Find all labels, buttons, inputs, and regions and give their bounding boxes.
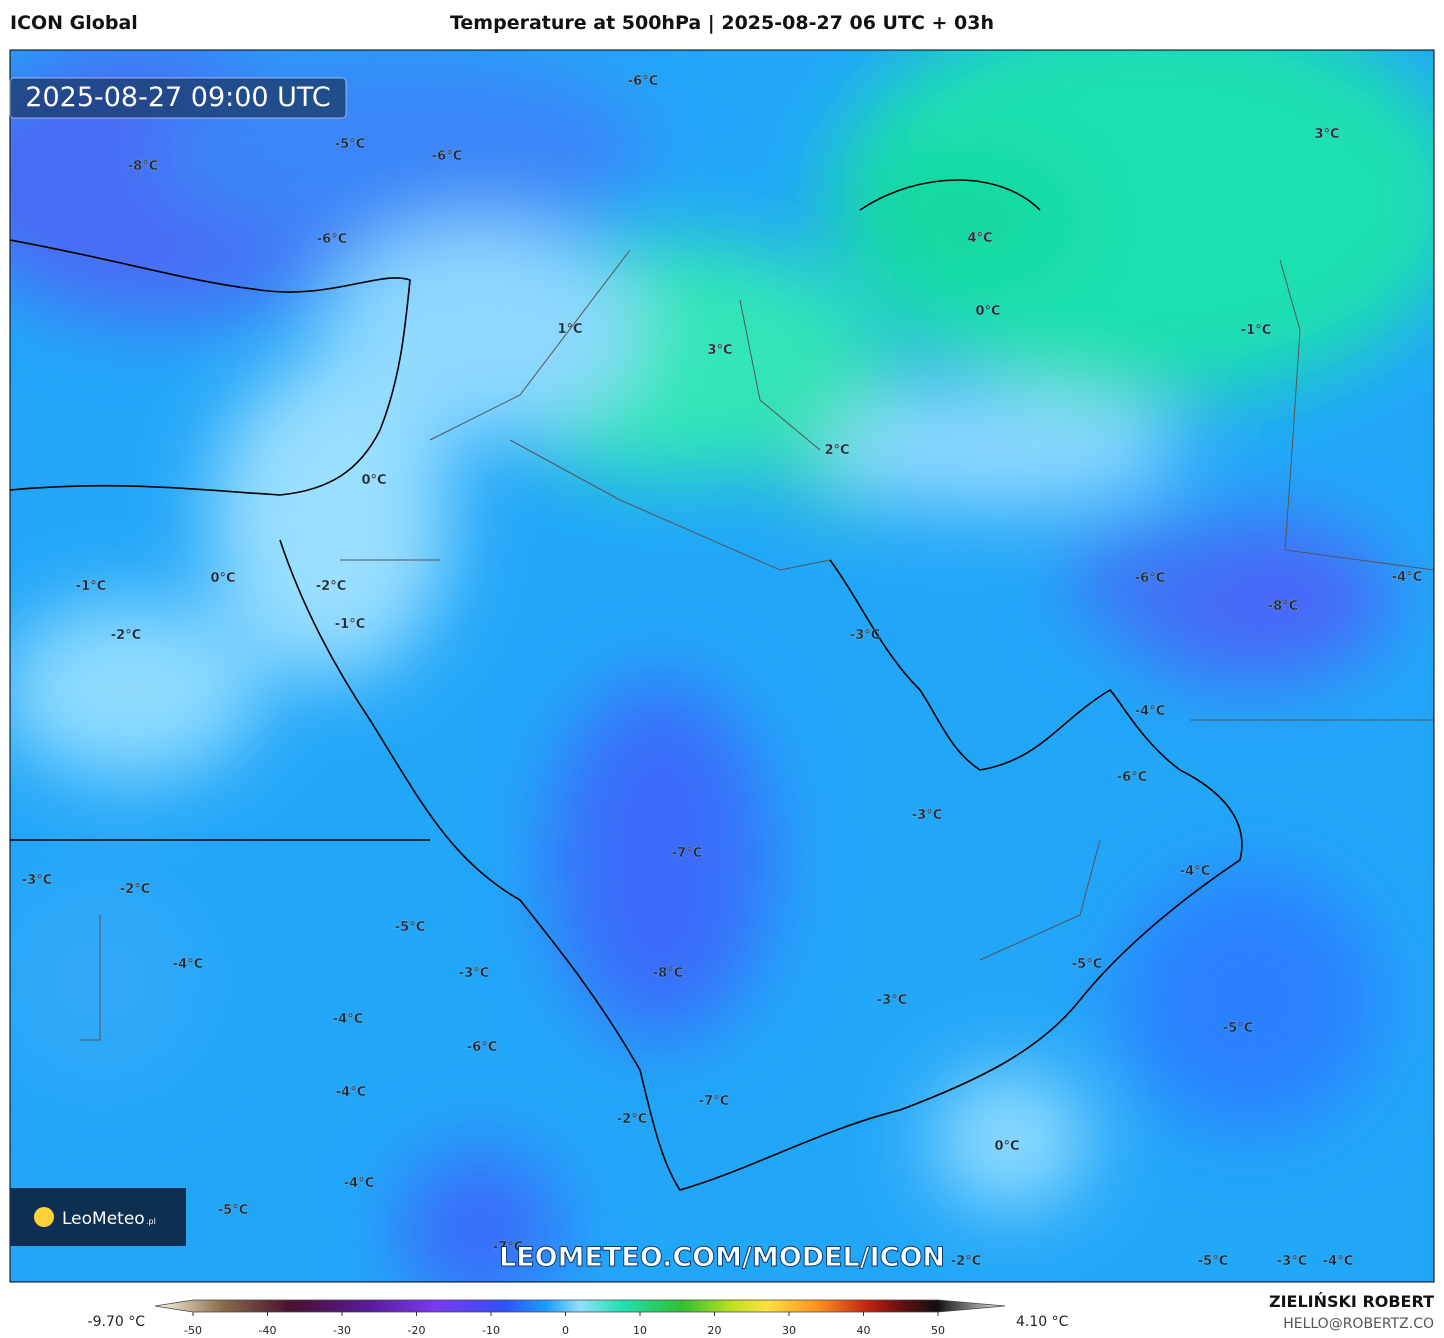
logo-suffix: .pl [146,1217,156,1226]
temperature-label: -6°C [1117,770,1147,785]
temperature-label: -4°C [336,1085,366,1100]
temperature-label: -1°C [335,617,365,632]
colorbar-tick-label: 50 [931,1324,945,1337]
temperature-label: -4°C [173,957,203,972]
temperature-label: 3°C [707,343,732,358]
temperature-label: -4°C [1392,570,1422,585]
temperature-label: -3°C [912,808,942,823]
colorbar-tick-label: 0 [562,1324,569,1337]
colorbar-tick-label: -30 [333,1324,351,1337]
map-field [10,50,1434,1282]
temperature-label: -2°C [951,1254,981,1269]
temperature-label: -2°C [111,628,141,643]
colorbar-tick-label: -20 [408,1324,426,1337]
colorbar-tick-label: 10 [633,1324,647,1337]
temperature-label: -1°C [76,579,106,594]
timestamp: 2025-08-27 09:00 UTC [25,82,330,113]
coastlines [10,179,1243,1191]
map-title: Temperature at 500hPa | 2025-08-27 06 UT… [449,12,995,34]
temperature-label: -8°C [128,159,158,174]
temperature-label: -3°C [850,628,880,643]
colorbar-max: 4.10 °C [1016,1314,1069,1330]
temperature-label: -6°C [317,232,347,247]
colorbar-tick-label: 40 [857,1324,871,1337]
colorbar [154,1299,1006,1313]
colorbar-min: -9.70 °C [88,1314,146,1330]
temperature-label: -6°C [628,74,658,89]
temperature-label: -7°C [493,1240,523,1255]
watermark: LEOMETEO.COM/MODEL/ICON [499,1242,945,1273]
temperature-label: -5°C [1223,1021,1253,1036]
contact: HELLO@ROBERTZ.CO [1283,1316,1434,1332]
temperature-label: -6°C [467,1040,497,1055]
temperature-label: 1°C [557,322,582,337]
colorbar-tick-label: -10 [482,1324,500,1337]
temperature-label: -6°C [1135,571,1165,586]
colorbar-tick-label: 30 [782,1324,796,1337]
temperature-label: -5°C [1198,1254,1228,1269]
temperature-label: -2°C [120,882,150,897]
temperature-label: -4°C [344,1176,374,1191]
temperature-label: -8°C [653,966,683,981]
temperature-label: -3°C [459,966,489,981]
temperature-label: -4°C [1180,864,1210,879]
colorbar-tick-label: -50 [184,1324,202,1337]
temperature-label: -4°C [1323,1254,1353,1269]
temperature-label: -6°C [432,149,462,164]
temperature-label: -4°C [333,1012,363,1027]
temperature-label: -5°C [218,1203,248,1218]
logo-name: LeoMeteo [62,1209,145,1229]
colorbar-tick-label: 20 [708,1324,722,1337]
temperature-label: 3°C [1314,127,1339,142]
temperature-label: -5°C [335,137,365,152]
temperature-label: -2°C [316,579,346,594]
temperature-label: -1°C [1241,323,1271,338]
model-name: ICON Global [10,12,138,34]
temperature-label: -7°C [672,846,702,861]
temperature-label: 0°C [361,473,386,488]
temperature-label: 4°C [967,231,992,246]
author: ZIELIŃSKI ROBERT [1269,1292,1434,1311]
temperature-label: -5°C [395,920,425,935]
temperature-label: -4°C [1135,704,1165,719]
temperature-label: 0°C [975,304,1000,319]
temperature-label: -8°C [1268,599,1298,614]
temperature-label: 0°C [994,1139,1019,1154]
temperature-label: 0°C [210,571,235,586]
temperature-label: 2°C [824,443,849,458]
temperature-label: -5°C [1072,957,1102,972]
temperature-label: -3°C [1277,1254,1307,1269]
temperature-label: -7°C [699,1094,729,1109]
temperature-label: -3°C [877,993,907,1008]
temperature-label: -2°C [617,1112,647,1127]
colorbar-tick-label: -40 [259,1324,277,1337]
borders [80,249,1434,1041]
temperature-label: -3°C [22,873,52,888]
